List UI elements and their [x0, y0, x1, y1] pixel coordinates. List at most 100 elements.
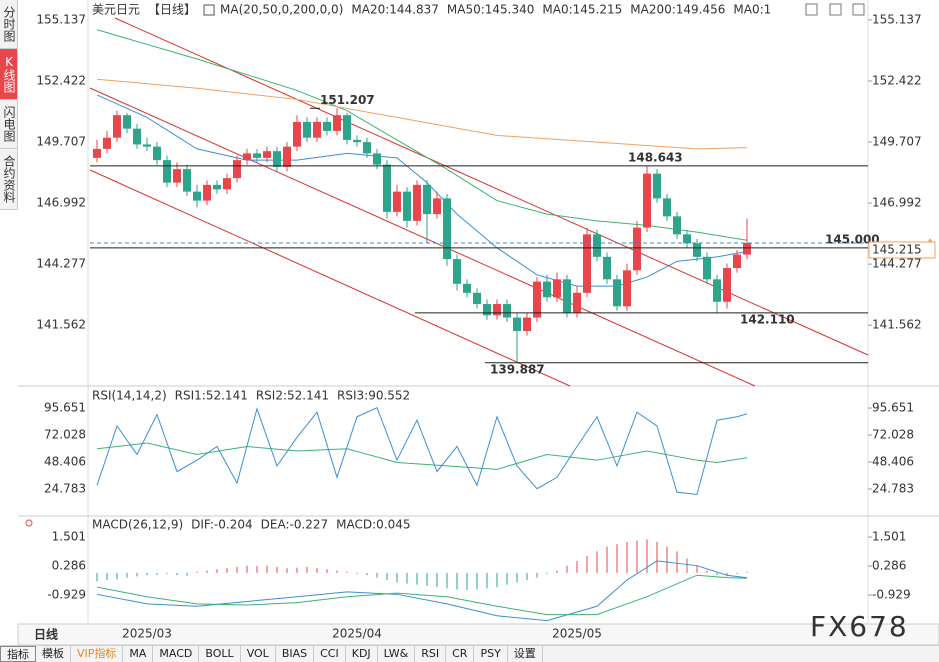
- sidebar-tab[interactable]: 闪电图: [0, 100, 18, 149]
- legend-entry: RSI2:52.141: [256, 389, 329, 403]
- toolbar-button[interactable]: 设置: [508, 646, 543, 662]
- price-box: [868, 241, 936, 259]
- legend-entry: RSI(14,14,2): [92, 389, 167, 403]
- ma-line: [96, 94, 748, 287]
- ma-line: [96, 29, 748, 241]
- y-tick-label: 155.137: [872, 12, 922, 26]
- toolbar-button[interactable]: VIP指标: [71, 646, 124, 662]
- sidebar-tab[interactable]: K线图: [0, 49, 18, 100]
- rsi-line: [96, 442, 748, 470]
- y-tick-label: -0.929: [872, 588, 911, 602]
- candle-body: [323, 121, 331, 131]
- candle-body: [573, 292, 581, 314]
- y-tick-label: 146.992: [872, 196, 922, 210]
- candle-body: [513, 317, 521, 332]
- candle-body: [463, 283, 471, 293]
- indicator-icon: [203, 4, 215, 16]
- legend-entry: 美元日元: [92, 3, 140, 17]
- toolbar-button[interactable]: CCI: [314, 646, 346, 662]
- candle-body: [383, 164, 391, 212]
- candle-body: [173, 169, 181, 183]
- toolbar-button[interactable]: 指标: [0, 646, 36, 662]
- icon[interactable]: [829, 3, 842, 16]
- y-tick-label: 95.651: [872, 401, 914, 415]
- y-tick-label: 1.501: [52, 530, 86, 544]
- level-label: 145.000: [825, 232, 880, 246]
- candle-body: [593, 234, 601, 257]
- sidebar-tab[interactable]: 分时图: [0, 0, 18, 49]
- candle-body: [153, 146, 161, 161]
- toolbar-button[interactable]: VOL: [241, 646, 276, 662]
- y-tick-label: 24.783: [44, 481, 86, 495]
- candle-body: [263, 151, 271, 158]
- legend-entry: MACD(26,12,9): [92, 518, 183, 532]
- toolbar-button[interactable]: RSI: [415, 646, 447, 662]
- candle-body: [633, 227, 641, 271]
- candle-body: [473, 292, 481, 305]
- candle-body: [193, 191, 201, 201]
- candle-body: [553, 279, 561, 298]
- y-tick-label: 141.562: [36, 318, 86, 332]
- candle-body: [283, 146, 291, 167]
- candle-body: [363, 142, 371, 154]
- candle-body: [663, 198, 671, 217]
- candle-body: [703, 256, 711, 280]
- candle-body: [623, 270, 631, 307]
- candle-body: [243, 153, 251, 161]
- rsi-line: [96, 406, 748, 495]
- x-tick-label: 2025/03: [122, 627, 172, 641]
- y-tick-label: 95.651: [44, 401, 86, 415]
- watermark: FX678: [810, 610, 909, 643]
- legend-entry: MACD:0.045: [336, 518, 410, 532]
- candle-body: [533, 281, 541, 318]
- icon[interactable]: [805, 3, 818, 16]
- sidebar-tab[interactable]: 合约资料: [0, 149, 18, 210]
- toolbar-button[interactable]: BIAS: [276, 646, 315, 662]
- candle-body: [93, 148, 101, 158]
- toolbar-button[interactable]: 模板: [36, 646, 71, 662]
- candle-body: [113, 115, 121, 138]
- toolbar-icons[interactable]: [805, 3, 865, 16]
- legend-entry: DIF:-0.204: [191, 518, 252, 532]
- candle-body: [403, 191, 411, 221]
- legend-entry: MA50:145.340: [447, 3, 535, 17]
- legend-entry: RSI3:90.552: [337, 389, 410, 403]
- channel-line: [89, 87, 756, 387]
- candle-body: [443, 198, 451, 260]
- toolbar-button[interactable]: KDJ: [346, 646, 378, 662]
- icon[interactable]: [852, 3, 865, 16]
- x-tick-label: 2025/04: [332, 627, 382, 641]
- candle-body: [483, 304, 491, 316]
- y-tick-label: 152.422: [36, 73, 86, 87]
- toolbar-button[interactable]: PSY: [474, 646, 508, 662]
- toolbar-button[interactable]: MACD: [153, 646, 200, 662]
- candle-body: [213, 184, 221, 190]
- candle-body: [293, 121, 301, 147]
- toolbar-button[interactable]: MA: [123, 646, 154, 662]
- y-tick-label: 48.406: [872, 455, 914, 469]
- candle-body: [303, 121, 311, 138]
- legend-entry: MA200:149.456: [630, 3, 725, 17]
- settings-icon[interactable]: [25, 519, 33, 527]
- candle-body: [413, 184, 421, 221]
- y-tick-label: 72.028: [872, 428, 914, 442]
- y-tick-label: 0.286: [52, 559, 86, 573]
- candle-body: [563, 279, 571, 314]
- period-button: 日线: [34, 627, 58, 642]
- toolbar-button[interactable]: LW&: [378, 646, 416, 662]
- toolbar-button[interactable]: BOLL: [199, 646, 241, 662]
- channel-line: [89, 169, 571, 387]
- background: [18, 0, 939, 645]
- y-tick-label: 0.286: [872, 559, 906, 573]
- candle-body: [683, 234, 691, 244]
- candle-body: [493, 304, 501, 316]
- macd-line: [96, 560, 748, 622]
- y-tick-label: 24.783: [872, 481, 914, 495]
- candle-body: [613, 279, 621, 307]
- toolbar-button[interactable]: CR: [446, 646, 475, 662]
- candle-body: [133, 128, 141, 145]
- channel-line: [114, 17, 869, 356]
- candle-body: [653, 173, 661, 199]
